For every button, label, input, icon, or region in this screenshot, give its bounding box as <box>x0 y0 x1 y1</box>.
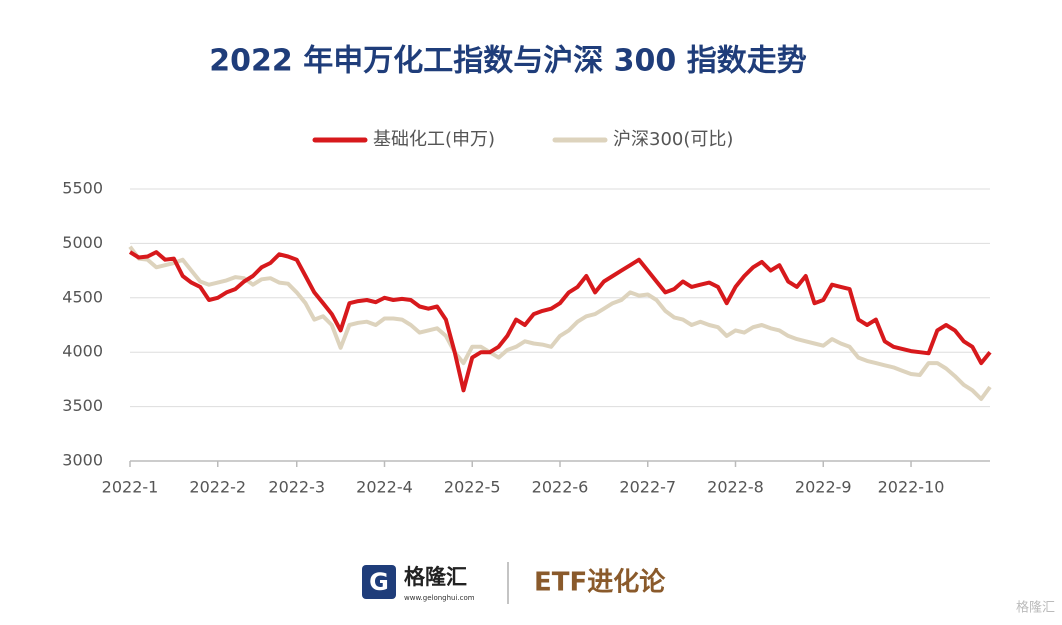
brand: 格隆汇 <box>404 565 467 589</box>
brand-url: www.gelonghui.com <box>404 594 475 602</box>
x-tick-label: 2022-3 <box>268 478 325 497</box>
series-line <box>128 245 992 401</box>
y-tick-label: 4000 <box>62 342 103 361</box>
x-tick-label: 2022-4 <box>356 478 413 497</box>
series-line <box>128 250 992 393</box>
x-tick-label: 2022-7 <box>619 478 676 497</box>
legend-label: 基础化工(申万) <box>373 129 495 150</box>
logo-letter: G <box>369 568 389 596</box>
y-tick-label: 5000 <box>62 233 103 252</box>
x-tick-label: 2022-6 <box>532 478 589 497</box>
legend-label: 沪深300(可比) <box>613 129 733 150</box>
y-tick-label: 3500 <box>62 396 103 415</box>
y-tick-label: 3000 <box>62 451 103 470</box>
logo-icon <box>362 565 396 599</box>
column-name: ETF进化论 <box>534 568 666 598</box>
watermark: 格隆汇 <box>1016 600 1055 616</box>
x-tick-label: 2022-2 <box>189 478 246 497</box>
y-tick-label: 5500 <box>62 179 103 198</box>
x-tick-label: 2022-9 <box>795 478 852 497</box>
x-tick-label: 2022-5 <box>444 478 501 497</box>
x-tick-label: 2022-8 <box>707 478 764 497</box>
x-tick-label: 2022-1 <box>102 478 159 497</box>
x-tick-label: 2022-10 <box>878 478 945 497</box>
y-tick-label: 4500 <box>62 287 103 306</box>
chart-title: 2022 年申万化工指数与沪深 300 指数走势 <box>209 44 806 79</box>
